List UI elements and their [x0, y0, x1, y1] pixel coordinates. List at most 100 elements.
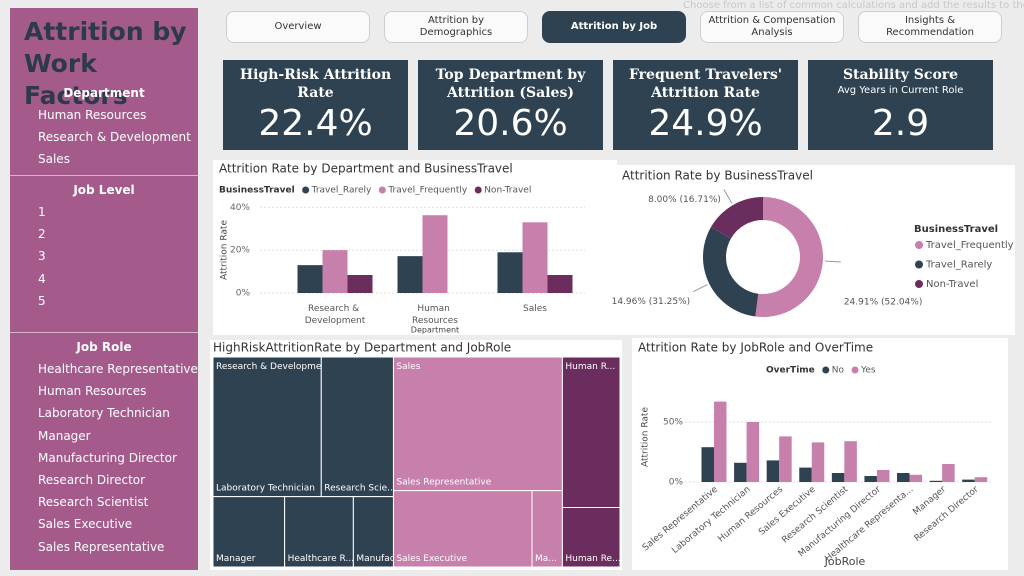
legend-marker	[915, 280, 923, 288]
kpi-value: 22.4%	[258, 103, 373, 144]
data-label: 14.96% (31.25%)	[612, 297, 691, 307]
nav-tab[interactable]: Attrition by Job	[542, 11, 686, 43]
chart-title: Attrition Rate by Department and Busines…	[219, 162, 513, 176]
kpi-title: High-Risk Attrition Rate	[239, 67, 392, 101]
leader-line	[824, 260, 841, 263]
chart-panel	[213, 160, 617, 335]
filter-item[interactable]: 1	[38, 205, 46, 219]
kpi-value: 20.6%	[453, 103, 568, 144]
filter-item[interactable]: Laboratory Technician	[38, 406, 170, 421]
kpi-card: High-Risk Attrition Rate 22.4%	[223, 60, 408, 150]
filter-item[interactable]: Healthcare Representative	[38, 362, 198, 376]
legend-marker	[822, 366, 830, 374]
bar	[497, 252, 523, 293]
filter-item[interactable]: 2	[38, 227, 46, 242]
legend-marker	[378, 186, 386, 194]
sidebar-title: Attrition by Work Factors	[24, 17, 187, 110]
treemap-cell	[561, 507, 621, 568]
treemap-group-label: Sales	[396, 362, 420, 372]
leader-line	[723, 189, 733, 204]
bar	[522, 222, 548, 293]
bar	[347, 275, 373, 293]
bar	[766, 460, 780, 482]
treemap-cell-label: Healthcare R...	[288, 554, 354, 564]
kpi-card: Stability Score Avg Years in Current Role…	[808, 60, 993, 150]
nav-tab[interactable]: Overview	[226, 11, 370, 43]
nav-tab[interactable]: Attrition by Demographics	[384, 11, 528, 43]
bar	[974, 477, 988, 482]
treemap-cell-label: Research Scie...	[324, 484, 395, 494]
nav-tab[interactable]: Attrition & Compensation Analysis	[700, 11, 844, 43]
treemap-cell	[392, 356, 563, 492]
treemap-cell-label: Sales Representative	[396, 478, 491, 488]
filter-item[interactable]: Sales Representative	[38, 539, 165, 554]
filter-item[interactable]: Sales	[38, 152, 70, 167]
bar	[929, 480, 943, 482]
kpi-title: Stability Score	[842, 67, 959, 83]
bar	[297, 265, 323, 293]
data-label: 24.91% (52.04%)	[844, 297, 923, 307]
y-tick-label: 20%	[230, 246, 250, 256]
filter-item[interactable]: Human Resources	[38, 108, 147, 122]
treemap-cell-label: Human Re...	[565, 554, 620, 564]
leader-line	[692, 284, 708, 293]
filter-item[interactable]: Research & Development	[38, 130, 191, 145]
bar	[397, 256, 423, 293]
filter-item[interactable]: Research Scientist	[38, 495, 149, 510]
bar	[322, 250, 348, 293]
filter-header: Job Role	[76, 340, 132, 354]
treemap-cell	[212, 356, 322, 498]
legend-marker	[851, 366, 859, 374]
kpi-subtitle: Avg Years in Current Role	[837, 85, 964, 96]
kpi-title: Top Department by Attrition (Sales)	[435, 67, 586, 101]
legend-marker	[915, 260, 923, 269]
filter-item[interactable]: 5	[38, 293, 46, 308]
donut-slice	[703, 227, 759, 317]
y-tick-label: 40%	[230, 203, 250, 213]
y-tick-label: 50%	[663, 418, 683, 428]
kpi-value: 24.9%	[648, 103, 763, 144]
filter-item[interactable]: Manufacturing Director	[38, 450, 177, 465]
donut-slice	[755, 197, 824, 317]
bar	[962, 479, 975, 482]
filter-item[interactable]: 4	[38, 271, 46, 286]
filter-header: Department	[63, 86, 145, 100]
chart-title: HighRiskAttritionRate by Department and …	[213, 341, 511, 355]
filter-item[interactable]: Human Resources	[38, 384, 147, 399]
bar	[831, 473, 845, 482]
x-axis-title: Department	[411, 326, 459, 335]
y-axis-title: Attrition Rate	[220, 220, 230, 280]
kpi-title: Frequent Travelers' Attrition Rate	[628, 67, 783, 101]
bar	[746, 422, 760, 482]
kpi-value: 2.9	[871, 103, 930, 144]
filter-item[interactable]: 3	[38, 249, 46, 264]
treemap-cell	[531, 490, 563, 568]
filter-header: Job Level	[73, 183, 135, 197]
treemap-cell-label: Laboratory Technician	[216, 484, 315, 494]
nav-tab[interactable]: Insights & Recommendation	[858, 11, 1002, 43]
filter-item[interactable]: Sales Executive	[38, 517, 133, 532]
chart-title: Attrition Rate by JobRole and OverTime	[638, 341, 873, 355]
bar	[779, 436, 792, 482]
filter-item[interactable]: Research Director	[38, 473, 146, 487]
filter-separator	[10, 175, 198, 176]
legend-marker	[302, 186, 310, 194]
y-tick-label: 0%	[669, 478, 684, 488]
bar	[876, 470, 890, 482]
treemap-cell	[392, 490, 533, 568]
legend-label: Travel_Rarely	[311, 186, 372, 196]
bar	[547, 275, 573, 293]
bar	[844, 441, 857, 482]
treemap-cell-label: Ma...	[535, 554, 557, 564]
chart: Attrition Rate by Department and Busines…	[213, 160, 617, 335]
filter-item[interactable]: Manager	[38, 428, 91, 443]
y-tick-label: 0%	[236, 289, 251, 299]
x-axis-title: JobRole	[824, 555, 866, 568]
legend-title: OverTime	[766, 366, 815, 376]
chart: Attrition Rate by BusinessTravel 24.91% (…	[612, 165, 1015, 335]
legend-label: Non-Travel	[926, 279, 978, 290]
legend-marker	[915, 241, 923, 249]
chart: Attrition Rate by JobRole and OverTime Ov…	[632, 338, 1008, 570]
legend-label: Yes	[860, 366, 876, 376]
